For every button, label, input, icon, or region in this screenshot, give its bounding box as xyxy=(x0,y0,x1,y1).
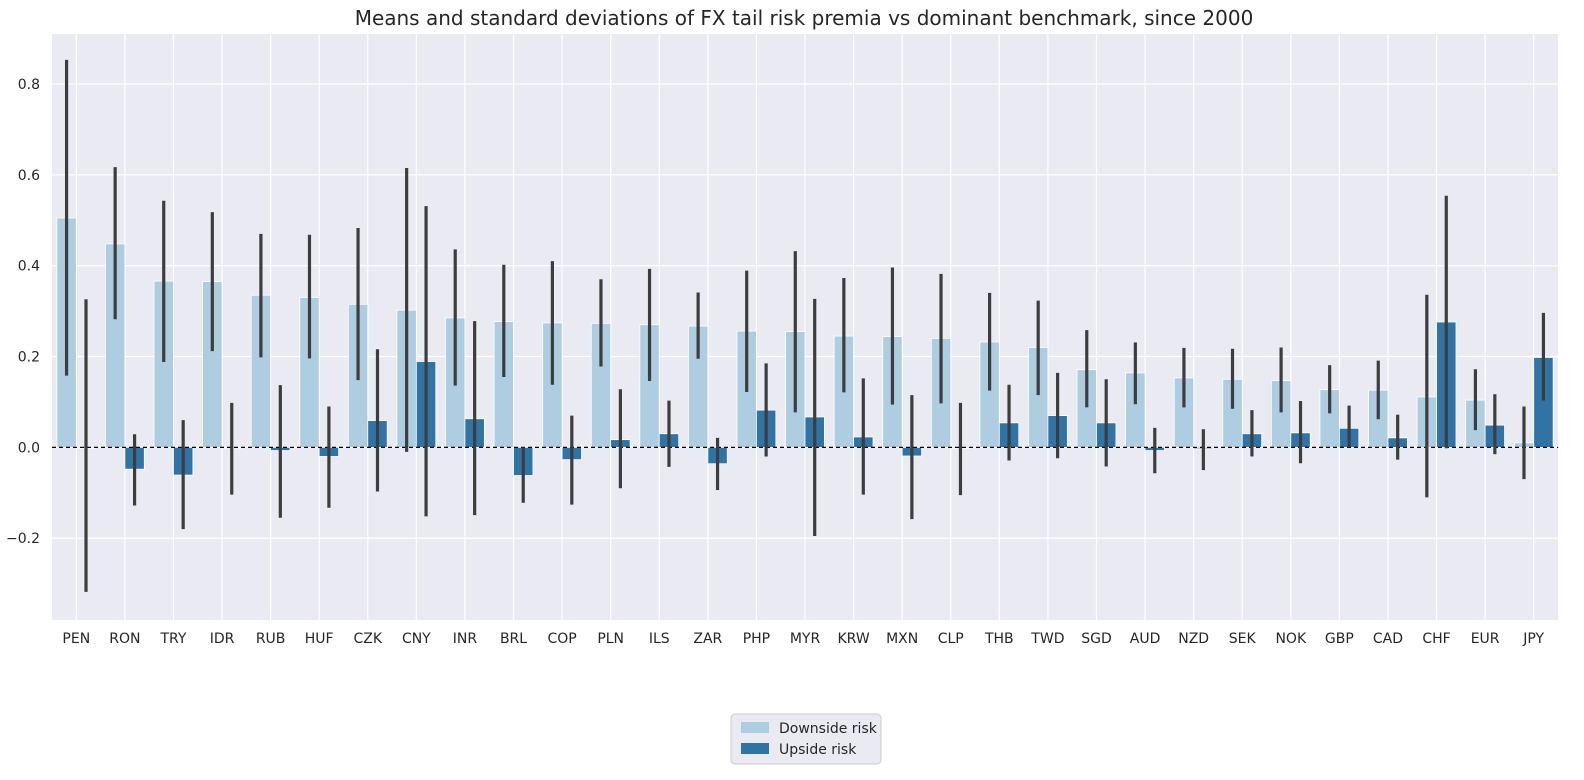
x-tick-label-pln: PLN xyxy=(597,631,624,647)
legend-swatch-downside xyxy=(741,722,769,733)
x-tick-label-pen: PEN xyxy=(62,631,90,647)
x-tick-label-huf: HUF xyxy=(305,631,334,647)
y-tick-label: −0.2 xyxy=(6,531,40,547)
x-tick-label-aud: AUD xyxy=(1130,631,1161,647)
x-tick-label-cny: CNY xyxy=(402,631,431,647)
y-tick-label: 0.0 xyxy=(18,440,40,456)
y-tick-label: 0.8 xyxy=(18,77,40,93)
x-tick-label-nzd: NZD xyxy=(1178,631,1209,647)
x-tick-label-nok: NOK xyxy=(1275,631,1306,647)
x-tick-label-idr: IDR xyxy=(210,631,235,647)
y-tick-label: 0.2 xyxy=(18,350,40,366)
legend-swatch-upside xyxy=(741,743,769,754)
x-tick-label-cop: COP xyxy=(547,631,576,647)
x-tick-label-jpy: JPY xyxy=(1522,631,1544,647)
x-tick-label-rub: RUB xyxy=(256,631,286,647)
x-tick-label-inr: INR xyxy=(453,631,478,647)
x-tick-label-sgd: SGD xyxy=(1081,631,1112,647)
x-tick-label-mxn: MXN xyxy=(886,631,918,647)
x-tick-label-twd: TWD xyxy=(1030,631,1064,647)
x-tick-label-clp: CLP xyxy=(938,631,964,647)
x-tick-label-php: PHP xyxy=(743,631,770,647)
x-tick-label-brl: BRL xyxy=(500,631,527,647)
legend[interactable]: Downside risk Upside risk xyxy=(730,713,882,765)
x-tick-label-gbp: GBP xyxy=(1325,631,1354,647)
x-tick-label-czk: CZK xyxy=(354,631,383,647)
x-tick-label-try: TRY xyxy=(159,631,186,647)
x-axis-ticks: PEN RON TRY IDR RUB HUF CZK CNY INR BRL COP PLN ILS Z… xyxy=(62,631,1544,647)
x-tick-label-chf: CHF xyxy=(1422,631,1450,647)
y-axis-ticks: −0.2 0.0 0.2 0.4 0.6 0.8 xyxy=(6,77,40,547)
x-tick-label-ils: ILS xyxy=(649,631,670,647)
bars-group xyxy=(56,217,1554,476)
x-tick-label-eur: EUR xyxy=(1471,631,1500,647)
error-bars-group xyxy=(64,59,1546,592)
x-tick-label-thb: THB xyxy=(984,631,1014,647)
legend-label-downside[interactable]: Downside risk xyxy=(779,721,878,737)
chart-title: Means and standard deviations of FX tail… xyxy=(355,6,1254,30)
x-tick-label-krw: KRW xyxy=(837,631,869,647)
x-tick-label-sek: SEK xyxy=(1229,631,1257,647)
x-tick-label-myr: MYR xyxy=(790,631,821,647)
legend-label-upside[interactable]: Upside risk xyxy=(779,742,857,758)
x-tick-label-ron: RON xyxy=(109,631,140,647)
x-tick-label-cad: CAD xyxy=(1373,631,1403,647)
x-tick-label-zar: ZAR xyxy=(693,631,722,647)
y-tick-label: 0.6 xyxy=(18,168,40,184)
y-tick-label: 0.4 xyxy=(18,259,40,275)
